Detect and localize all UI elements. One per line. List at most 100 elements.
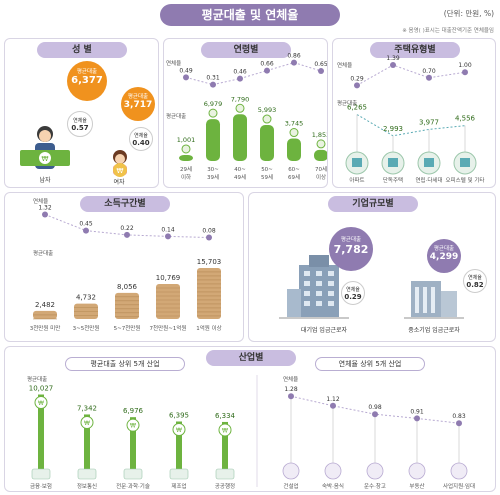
income-panel: 소득구간별 연체율 평균대출 1.32 0.45 0.22 0.14 0.08 2,482… xyxy=(4,192,244,342)
industry-loan-bar xyxy=(84,414,90,469)
age-delinq-point xyxy=(291,59,297,66)
housing-category-label: 연립·다세대 xyxy=(415,176,442,184)
large-company-loan-bubble: 평균대출 7,782 xyxy=(329,227,373,271)
housing-delinq-value: 0.70 xyxy=(422,68,436,75)
income-loan-value: 15,703 xyxy=(197,258,222,266)
housing-delinq-point xyxy=(426,74,432,81)
industry-delinq-value: 0.98 xyxy=(368,404,382,411)
industry-loan-category: 전문·과학·기술 xyxy=(116,482,150,490)
gender-title: 성 별 xyxy=(37,42,127,58)
age-category-label: 이하 xyxy=(181,173,191,181)
page-title: 평균대출 및 연체율 xyxy=(160,4,340,26)
won-icon: ₩ xyxy=(38,400,44,407)
small-company-building-icon xyxy=(404,281,464,319)
company-title: 기업규모별 xyxy=(328,196,418,212)
large-company-loan-value: 7,782 xyxy=(333,243,369,256)
income-category-label: 3천만원 미만 xyxy=(30,324,61,332)
age-delinq-value: 0.49 xyxy=(179,67,193,74)
age-category-label: 39세 xyxy=(207,173,219,181)
income-delinq-point xyxy=(83,227,89,234)
housing-delinq-value: 1.39 xyxy=(386,55,400,62)
large-company-building-icon xyxy=(279,255,349,319)
won-icon: ₩ xyxy=(84,420,90,427)
age-person-icon xyxy=(235,103,245,113)
housing-loan-value: 4,556 xyxy=(455,115,476,123)
age-loan-value: 3,745 xyxy=(285,120,304,128)
housing-category-label: 단독주택 xyxy=(383,176,403,184)
age-loan-bar xyxy=(206,119,220,161)
female-loan-label: 평균대출 xyxy=(127,94,149,100)
industry-sector-icon xyxy=(77,468,97,480)
male-delinq-bubble: 연체율 0.57 xyxy=(67,111,93,137)
income-loan-value: 10,769 xyxy=(156,274,181,282)
industry-loan-subtitle: 평균대출 상위 5개 산업 xyxy=(65,357,185,371)
small-company-loan-bubble: 평균대출 4,299 xyxy=(427,239,461,273)
income-loan-value: 2,482 xyxy=(35,301,55,309)
female-delinq-value: 0.40 xyxy=(132,139,150,147)
header: 평균대출 및 연체율 (단위: 만원, %) ※ 음영( )표시는 대출잔액기준… xyxy=(0,0,500,34)
income-category-label: 5~7천만원 xyxy=(114,324,141,332)
income-loan-label: 평균대출 xyxy=(33,251,54,257)
age-delinq-point xyxy=(183,74,189,81)
age-delinq-label: 연체율 xyxy=(166,61,182,67)
age-delinq-point xyxy=(237,75,243,82)
male-delinq-label: 연체율 xyxy=(73,118,87,124)
female-delinq-bubble: 연체율 0.40 xyxy=(129,127,153,151)
housing-building-icon xyxy=(460,158,470,167)
income-delinq-point xyxy=(165,233,171,240)
won-icon: ₩ xyxy=(176,427,182,434)
large-company-delinq-label: 연체율 xyxy=(346,287,360,293)
industry-loan-category: 금융·보험 xyxy=(30,483,52,490)
industry-loan-bar xyxy=(176,421,182,469)
age-delinq-value: 0.86 xyxy=(287,53,301,60)
income-chart: 1.32 0.45 0.22 0.14 0.08 2,482 3천만원 미만 4,732 3~5… xyxy=(30,204,222,332)
age-delinq-value: 0.66 xyxy=(260,61,274,68)
age-delinq-line xyxy=(185,62,322,86)
industry-delinq-point xyxy=(456,420,462,427)
industry-loan-value: 6,976 xyxy=(123,407,144,415)
industry-delinq-value: 1.28 xyxy=(284,386,298,393)
industry-loan-category: 정보통신 xyxy=(77,482,97,490)
age-loan-bar xyxy=(287,138,301,161)
woman-figure-icon: ₩ xyxy=(113,150,127,177)
age-loan-bar xyxy=(179,154,193,161)
age-delinq-point xyxy=(264,67,270,74)
housing-title: 주택유형별 xyxy=(370,42,460,58)
age-person-icon xyxy=(181,144,191,154)
large-company-delinq-value: 0.29 xyxy=(344,293,362,301)
industry-delinq-point xyxy=(372,411,378,418)
housing-delinq-point xyxy=(390,62,396,69)
industry-loan-label: 평균대출 xyxy=(27,377,48,383)
industry-coin-icon xyxy=(218,423,232,437)
age-category-label: 49세 xyxy=(234,173,246,181)
age-category-label: 50~ xyxy=(261,167,273,173)
female-loan-value: 3,717 xyxy=(123,100,153,110)
female-label: 여자 xyxy=(113,179,125,186)
industry-delinq-point xyxy=(330,402,336,409)
industry-chart: ₩10,027 금융·보험 ₩7,342 정보통신 ₩6,976 전문·과학·기술 ₩6,3… xyxy=(29,375,475,490)
industry-delinq-point xyxy=(414,415,420,422)
industry-sector-icon xyxy=(169,468,189,480)
housing-category-label: 아파트 xyxy=(349,176,364,184)
age-title: 연령별 xyxy=(201,42,291,58)
age-category-label: 70세 xyxy=(315,165,327,173)
small-company-label: 중소기업 임금근로자 xyxy=(408,327,460,334)
housing-delinq-point xyxy=(462,69,468,76)
housing-delinq-label: 연체율 xyxy=(337,63,353,69)
industry-loan-category: 공공행정 xyxy=(215,482,235,490)
industry-sector-icon xyxy=(282,462,300,480)
industry-sector-icon xyxy=(408,462,426,480)
age-category-label: 69세 xyxy=(288,173,300,181)
shading-note: ※ 음영( )표시는 대출잔액기준 연체율임 xyxy=(402,28,494,34)
housing-delinq-value: 0.29 xyxy=(350,75,364,82)
housing-loan-value: 2,993 xyxy=(383,125,403,133)
industry-sector-icon xyxy=(324,462,342,480)
housing-delinq-line xyxy=(356,64,466,86)
age-person-icon xyxy=(262,114,272,124)
male-loan-bubble: 평균대출 6,377 xyxy=(67,61,107,101)
income-title: 소득구간별 xyxy=(80,196,170,212)
industry-panel: 산업별 평균대출 상위 5개 산업 연체율 상위 5개 산업 평균대출 연체율 … xyxy=(4,346,496,492)
housing-building-icon xyxy=(424,158,434,167)
age-loan-value: 1,001 xyxy=(177,136,196,144)
housing-delinq-value: 1.00 xyxy=(458,62,472,69)
